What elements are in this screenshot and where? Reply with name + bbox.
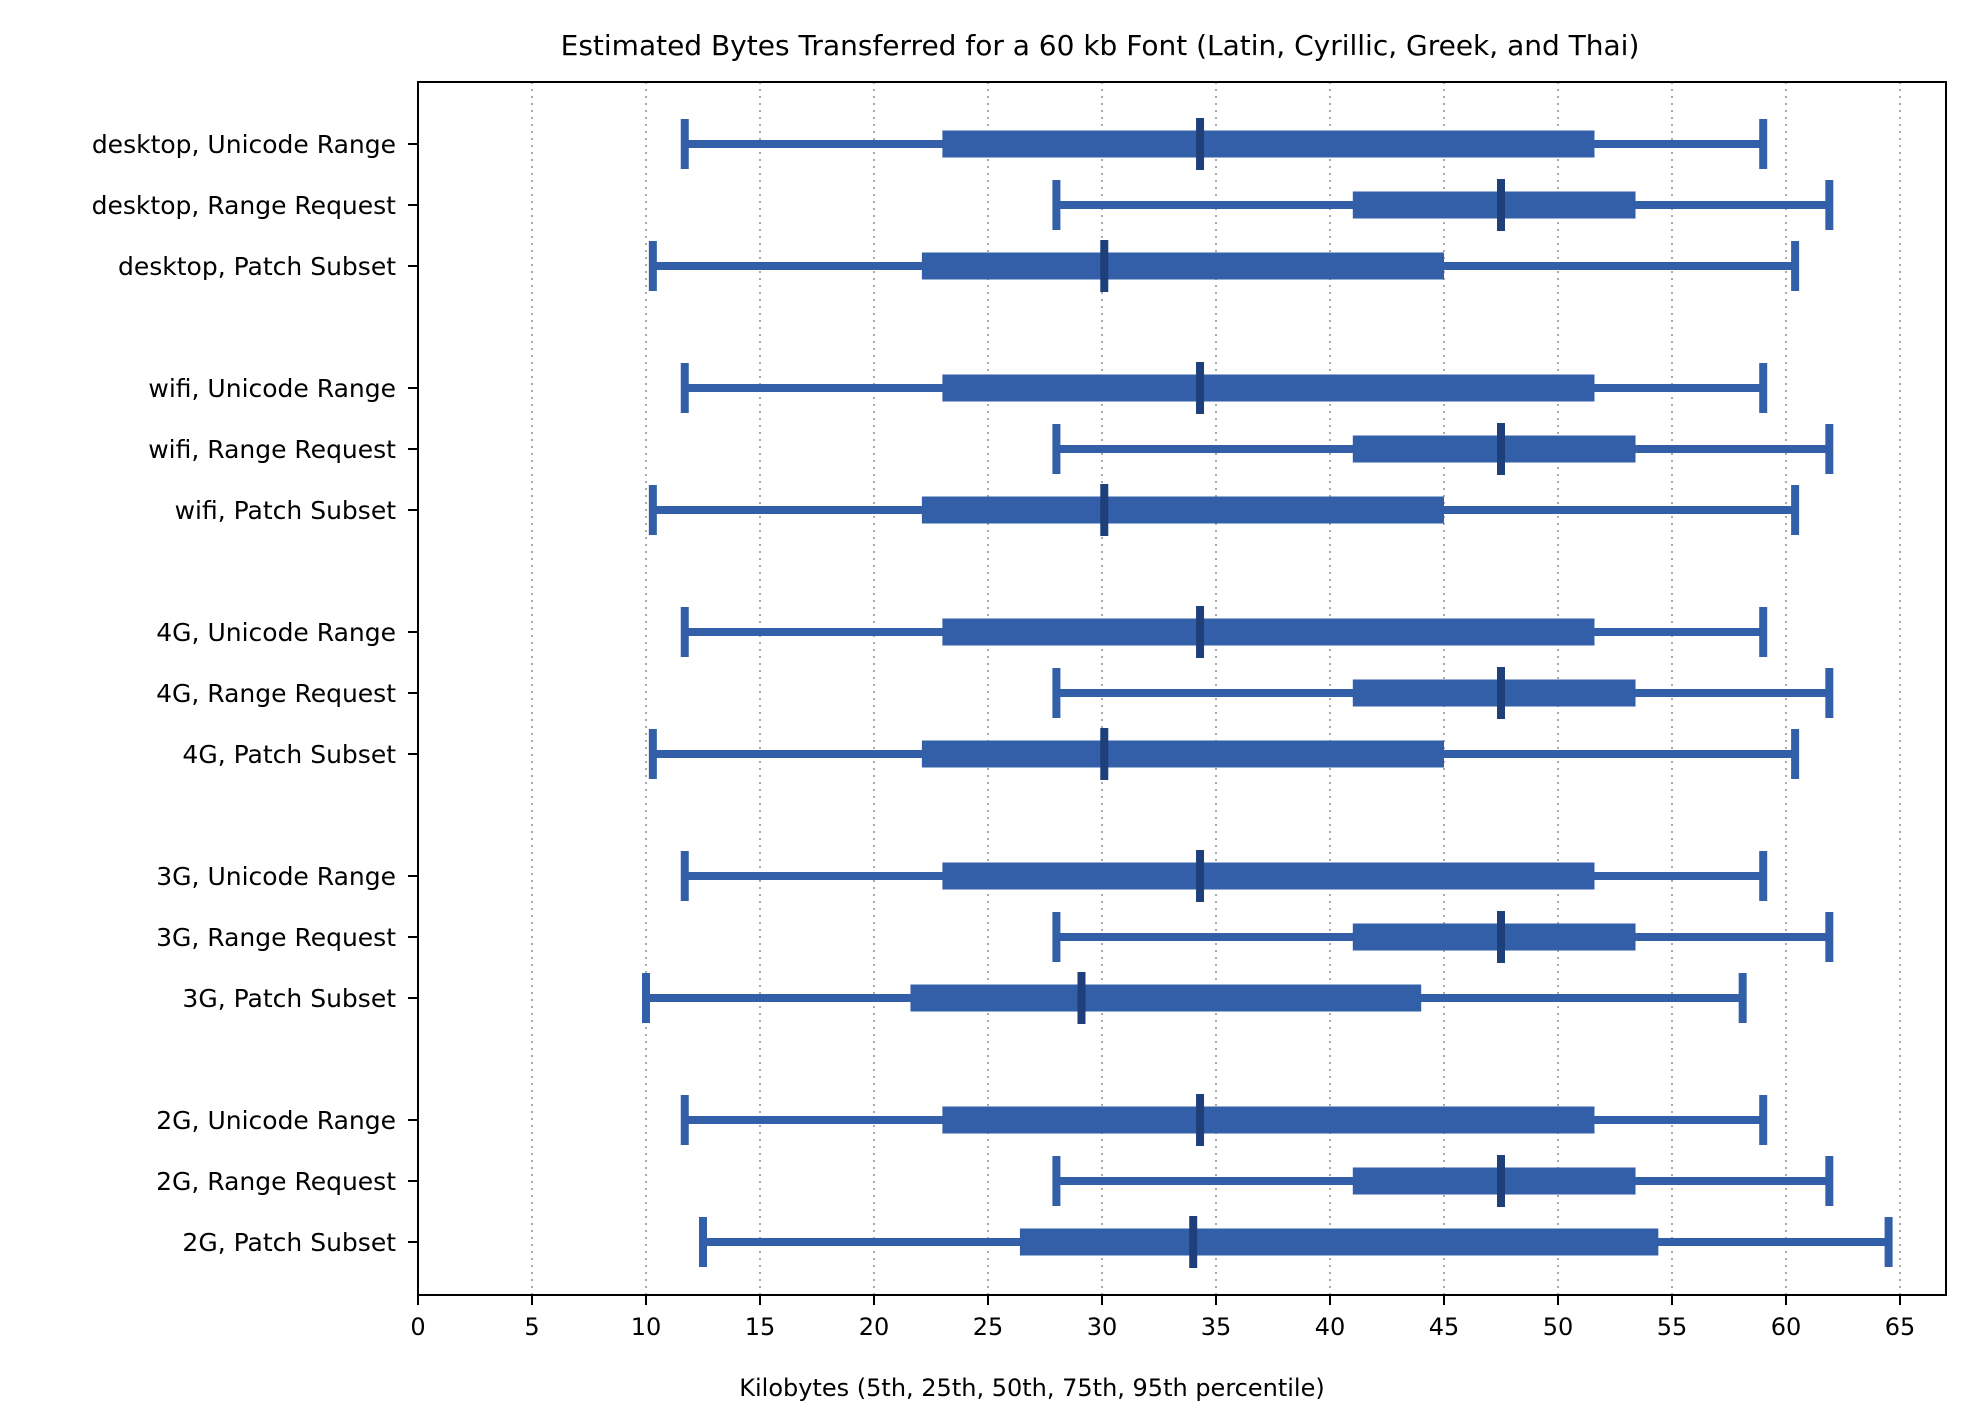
median-mark bbox=[1497, 667, 1505, 719]
median-mark bbox=[1497, 179, 1505, 231]
p95-cap bbox=[1825, 180, 1834, 230]
x-tick-label: 55 bbox=[1657, 1313, 1688, 1341]
p5-cap bbox=[680, 851, 689, 901]
iqr-box bbox=[910, 984, 1422, 1012]
y-tick-label: wifi, Unicode Range bbox=[148, 374, 396, 403]
x-tick-label: 50 bbox=[1543, 1313, 1574, 1341]
x-tick-label: 5 bbox=[524, 1313, 539, 1341]
y-tick-label: 4G, Unicode Range bbox=[156, 618, 396, 647]
p95-cap bbox=[1825, 1156, 1834, 1206]
p5-cap bbox=[1052, 180, 1061, 230]
iqr-box bbox=[921, 252, 1444, 280]
chart-title: Estimated Bytes Transferred for a 60 kb … bbox=[561, 29, 1640, 62]
p95-cap bbox=[1791, 729, 1800, 779]
median-mark bbox=[1077, 972, 1086, 1024]
p95-cap bbox=[1759, 1095, 1768, 1145]
x-tick-label: 30 bbox=[1087, 1313, 1118, 1341]
p95-cap bbox=[1738, 973, 1747, 1023]
y-tick-label: desktop, Unicode Range bbox=[92, 130, 396, 159]
x-axis-label: Kilobytes (5th, 25th, 50th, 75th, 95th p… bbox=[739, 1374, 1324, 1402]
iqr-box bbox=[942, 374, 1595, 402]
y-tick-label: 2G, Range Request bbox=[156, 1167, 396, 1196]
iqr-box bbox=[942, 618, 1595, 646]
iqr-box bbox=[1352, 679, 1636, 707]
p95-cap bbox=[1884, 1217, 1893, 1267]
p95-cap bbox=[1759, 363, 1768, 413]
p95-cap bbox=[1759, 119, 1768, 169]
median-mark bbox=[1100, 728, 1109, 780]
median-mark bbox=[1497, 1155, 1505, 1207]
y-tick-label: wifi, Patch Subset bbox=[175, 496, 397, 525]
p5-cap bbox=[1052, 424, 1061, 474]
iqr-box bbox=[921, 496, 1444, 524]
y-axis: desktop, Unicode Range desktop, Range Req… bbox=[92, 130, 418, 1257]
x-tick-label: 60 bbox=[1771, 1313, 1802, 1341]
p95-cap bbox=[1825, 668, 1834, 718]
p5-cap bbox=[1052, 668, 1061, 718]
iqr-box bbox=[1352, 1167, 1636, 1195]
iqr-box bbox=[942, 1106, 1595, 1134]
x-tick-label: 10 bbox=[631, 1313, 662, 1341]
y-tick-label: 3G, Patch Subset bbox=[182, 984, 396, 1013]
p5-cap bbox=[699, 1217, 707, 1267]
median-mark bbox=[1196, 850, 1205, 902]
y-tick-label: 2G, Patch Subset bbox=[182, 1228, 396, 1257]
iqr-box bbox=[1352, 435, 1636, 463]
median-mark bbox=[1189, 1216, 1198, 1268]
iqr-box bbox=[1352, 191, 1636, 219]
x-tick-label: 25 bbox=[973, 1313, 1004, 1341]
p5-cap bbox=[642, 973, 650, 1023]
plot-frame bbox=[417, 81, 1947, 1296]
p5-cap bbox=[1052, 1156, 1061, 1206]
y-tick-label: 2G, Unicode Range bbox=[156, 1106, 396, 1135]
plot-data bbox=[642, 118, 1893, 1268]
p95-cap bbox=[1759, 607, 1768, 657]
y-tick-label: 3G, Unicode Range bbox=[156, 862, 396, 891]
y-tick-label: 3G, Range Request bbox=[156, 923, 396, 952]
iqr-box bbox=[921, 740, 1444, 768]
p5-cap bbox=[648, 729, 657, 779]
iqr-box bbox=[1019, 1228, 1659, 1256]
median-mark bbox=[1196, 118, 1205, 170]
p95-cap bbox=[1825, 912, 1834, 962]
median-mark bbox=[1100, 240, 1109, 292]
x-tick-label: 20 bbox=[859, 1313, 890, 1341]
median-mark bbox=[1196, 1094, 1205, 1146]
y-tick-label: desktop, Range Request bbox=[92, 191, 397, 220]
p5-cap bbox=[648, 241, 657, 291]
x-tick-label: 15 bbox=[745, 1313, 776, 1341]
y-tick-label: wifi, Range Request bbox=[148, 435, 396, 464]
p5-cap bbox=[1052, 912, 1061, 962]
iqr-box bbox=[942, 862, 1595, 890]
median-mark bbox=[1100, 484, 1109, 536]
p5-cap bbox=[680, 607, 689, 657]
p5-cap bbox=[680, 119, 689, 169]
p95-cap bbox=[1759, 851, 1768, 901]
median-mark bbox=[1196, 606, 1205, 658]
p5-cap bbox=[680, 1095, 689, 1145]
p95-cap bbox=[1791, 241, 1800, 291]
x-tick-label: 35 bbox=[1201, 1313, 1232, 1341]
iqr-box bbox=[1352, 923, 1636, 951]
iqr-box bbox=[942, 130, 1595, 158]
median-mark bbox=[1497, 423, 1505, 475]
p95-cap bbox=[1791, 485, 1800, 535]
y-tick-label: desktop, Patch Subset bbox=[118, 252, 396, 281]
median-mark bbox=[1497, 911, 1505, 963]
y-tick-label: 4G, Range Request bbox=[156, 679, 396, 708]
p5-cap bbox=[648, 485, 657, 535]
x-tick-label: 65 bbox=[1885, 1313, 1916, 1341]
x-tick-label: 40 bbox=[1315, 1313, 1346, 1341]
p95-cap bbox=[1825, 424, 1834, 474]
x-axis: 0 5 10 15 20 25 30 35 40 45 50 55 60 65 bbox=[410, 1295, 1915, 1341]
y-tick-label: 4G, Patch Subset bbox=[182, 740, 396, 769]
median-mark bbox=[1196, 362, 1205, 414]
x-tick-label: 0 bbox=[410, 1313, 425, 1341]
x-tick-label: 45 bbox=[1429, 1313, 1460, 1341]
p5-cap bbox=[680, 363, 689, 413]
